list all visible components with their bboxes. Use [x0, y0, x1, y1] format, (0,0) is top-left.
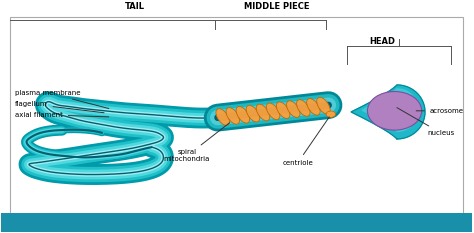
Ellipse shape — [286, 101, 300, 117]
Ellipse shape — [276, 102, 290, 119]
Ellipse shape — [216, 109, 229, 125]
Ellipse shape — [256, 104, 270, 121]
Ellipse shape — [297, 100, 310, 116]
Text: nucleus: nucleus — [397, 108, 455, 136]
Text: axial filament: axial filament — [15, 112, 109, 118]
Text: HEAD: HEAD — [370, 37, 396, 46]
Ellipse shape — [266, 103, 280, 120]
Text: flagellum: flagellum — [15, 101, 104, 113]
Polygon shape — [351, 85, 425, 139]
Ellipse shape — [307, 99, 320, 115]
FancyBboxPatch shape — [0, 213, 473, 232]
Ellipse shape — [236, 106, 250, 123]
Ellipse shape — [246, 105, 260, 122]
Text: acrosome: acrosome — [416, 108, 464, 114]
Ellipse shape — [326, 111, 336, 117]
Ellipse shape — [367, 92, 422, 130]
Text: centriole: centriole — [283, 117, 329, 166]
Text: TAIL: TAIL — [125, 2, 145, 11]
Polygon shape — [362, 89, 418, 131]
FancyBboxPatch shape — [10, 17, 463, 214]
Text: MIDDLE PIECE: MIDDLE PIECE — [244, 2, 310, 11]
Ellipse shape — [226, 108, 239, 124]
Ellipse shape — [317, 97, 330, 114]
Text: spiral
mitochondria: spiral mitochondria — [164, 123, 229, 162]
Text: plasma membrane: plasma membrane — [15, 90, 109, 109]
